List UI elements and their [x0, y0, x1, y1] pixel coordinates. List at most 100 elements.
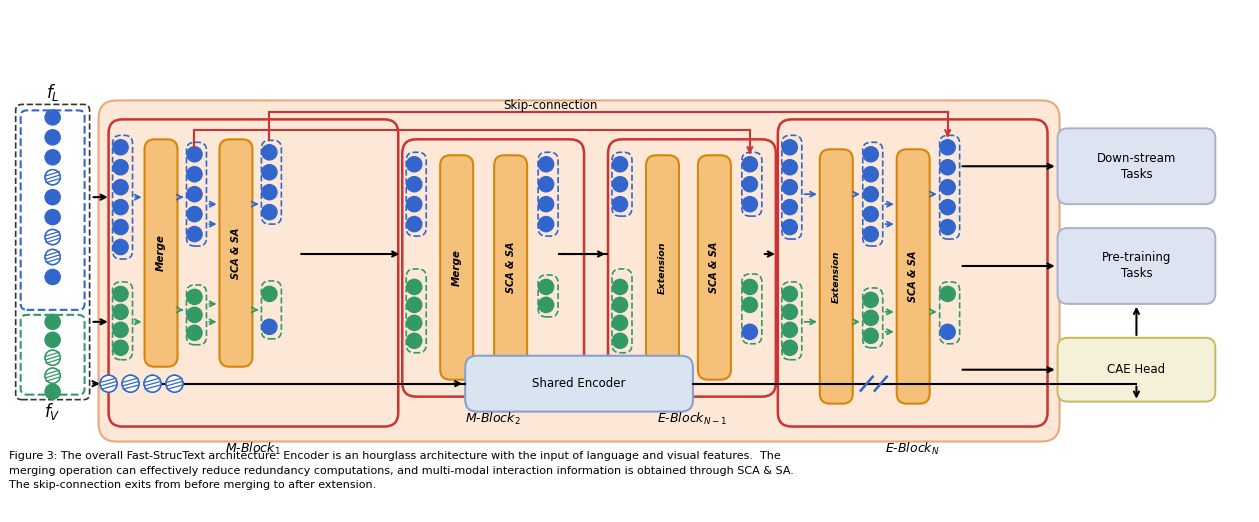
Circle shape: [45, 250, 60, 265]
Circle shape: [262, 287, 277, 302]
Text: Extension: Extension: [658, 241, 667, 294]
Circle shape: [612, 157, 627, 172]
Circle shape: [45, 150, 60, 165]
Circle shape: [407, 298, 422, 313]
Circle shape: [99, 375, 117, 392]
Circle shape: [782, 340, 797, 355]
Circle shape: [45, 350, 60, 365]
Text: $M\text{-}Block_2$: $M\text{-}Block_2$: [466, 411, 521, 426]
Text: $E\text{-}Block_N$: $E\text{-}Block_N$: [885, 441, 940, 457]
Circle shape: [940, 160, 956, 175]
Circle shape: [113, 340, 128, 355]
FancyBboxPatch shape: [1058, 228, 1215, 304]
Circle shape: [186, 207, 203, 222]
Circle shape: [113, 199, 128, 215]
Text: SCA & SA: SCA & SA: [506, 242, 516, 293]
Text: Figure 3: The overall Fast-StrucText architecture. Encoder is an hourglass archi: Figure 3: The overall Fast-StrucText arc…: [9, 452, 793, 490]
Text: $E\text{-}Block_{N-1}$: $E\text{-}Block_{N-1}$: [657, 411, 726, 426]
Circle shape: [113, 287, 128, 302]
Text: SCA & SA: SCA & SA: [709, 242, 719, 293]
Circle shape: [262, 319, 277, 335]
Circle shape: [612, 176, 627, 192]
Circle shape: [864, 186, 879, 202]
Circle shape: [45, 130, 60, 145]
Text: $f_V$: $f_V$: [44, 401, 60, 422]
Circle shape: [186, 289, 203, 304]
FancyBboxPatch shape: [98, 100, 1060, 442]
Circle shape: [864, 147, 879, 162]
Circle shape: [262, 164, 277, 180]
Circle shape: [407, 157, 422, 172]
Circle shape: [186, 147, 203, 162]
Circle shape: [782, 304, 797, 319]
Circle shape: [262, 145, 277, 160]
Circle shape: [782, 287, 797, 302]
Circle shape: [45, 170, 60, 185]
Text: SCA & SA: SCA & SA: [908, 251, 918, 302]
Circle shape: [45, 384, 60, 399]
Text: Merge: Merge: [452, 249, 462, 286]
Circle shape: [113, 240, 128, 255]
FancyBboxPatch shape: [697, 155, 731, 379]
Circle shape: [539, 176, 554, 192]
Circle shape: [262, 205, 277, 220]
Circle shape: [539, 279, 554, 294]
FancyBboxPatch shape: [219, 139, 252, 367]
Circle shape: [186, 167, 203, 182]
Circle shape: [45, 230, 60, 245]
Circle shape: [45, 332, 60, 347]
Circle shape: [45, 230, 60, 245]
Circle shape: [743, 176, 758, 192]
Circle shape: [45, 368, 60, 383]
Text: Pre-training
Tasks: Pre-training Tasks: [1102, 252, 1171, 280]
Circle shape: [45, 350, 60, 365]
Circle shape: [743, 157, 758, 172]
Circle shape: [166, 375, 183, 392]
Circle shape: [407, 197, 422, 212]
Circle shape: [782, 180, 797, 195]
Circle shape: [186, 186, 203, 202]
Circle shape: [864, 328, 879, 343]
FancyBboxPatch shape: [896, 149, 929, 404]
Circle shape: [743, 298, 758, 313]
Circle shape: [113, 304, 128, 319]
Circle shape: [113, 160, 128, 175]
Circle shape: [940, 220, 956, 235]
Circle shape: [45, 314, 60, 329]
Circle shape: [113, 322, 128, 337]
FancyBboxPatch shape: [494, 155, 528, 379]
Circle shape: [407, 279, 422, 294]
FancyBboxPatch shape: [1058, 128, 1215, 204]
Text: $M\text{-}Block_1$: $M\text{-}Block_1$: [225, 441, 281, 457]
Circle shape: [407, 176, 422, 192]
Circle shape: [407, 217, 422, 232]
FancyBboxPatch shape: [145, 139, 178, 367]
Circle shape: [113, 180, 128, 195]
Circle shape: [144, 375, 161, 392]
Circle shape: [940, 180, 956, 195]
Text: $f_L$: $f_L$: [45, 82, 59, 103]
Circle shape: [45, 368, 60, 383]
Circle shape: [166, 375, 183, 392]
Circle shape: [612, 279, 627, 294]
Text: Skip-connection: Skip-connection: [502, 99, 597, 112]
Text: Merge: Merge: [156, 234, 166, 271]
FancyBboxPatch shape: [820, 149, 852, 404]
Circle shape: [45, 110, 60, 125]
Circle shape: [45, 209, 60, 224]
Circle shape: [864, 207, 879, 222]
Circle shape: [122, 375, 138, 392]
Text: Down-stream
Tasks: Down-stream Tasks: [1097, 152, 1176, 181]
Circle shape: [612, 298, 627, 313]
Circle shape: [782, 199, 797, 215]
Circle shape: [186, 307, 203, 323]
Circle shape: [612, 333, 627, 348]
FancyBboxPatch shape: [646, 155, 679, 379]
Circle shape: [864, 292, 879, 307]
Circle shape: [122, 375, 138, 392]
Circle shape: [940, 287, 956, 302]
Circle shape: [45, 250, 60, 265]
Circle shape: [743, 279, 758, 294]
Text: CAE Head: CAE Head: [1108, 363, 1166, 376]
Circle shape: [864, 167, 879, 182]
